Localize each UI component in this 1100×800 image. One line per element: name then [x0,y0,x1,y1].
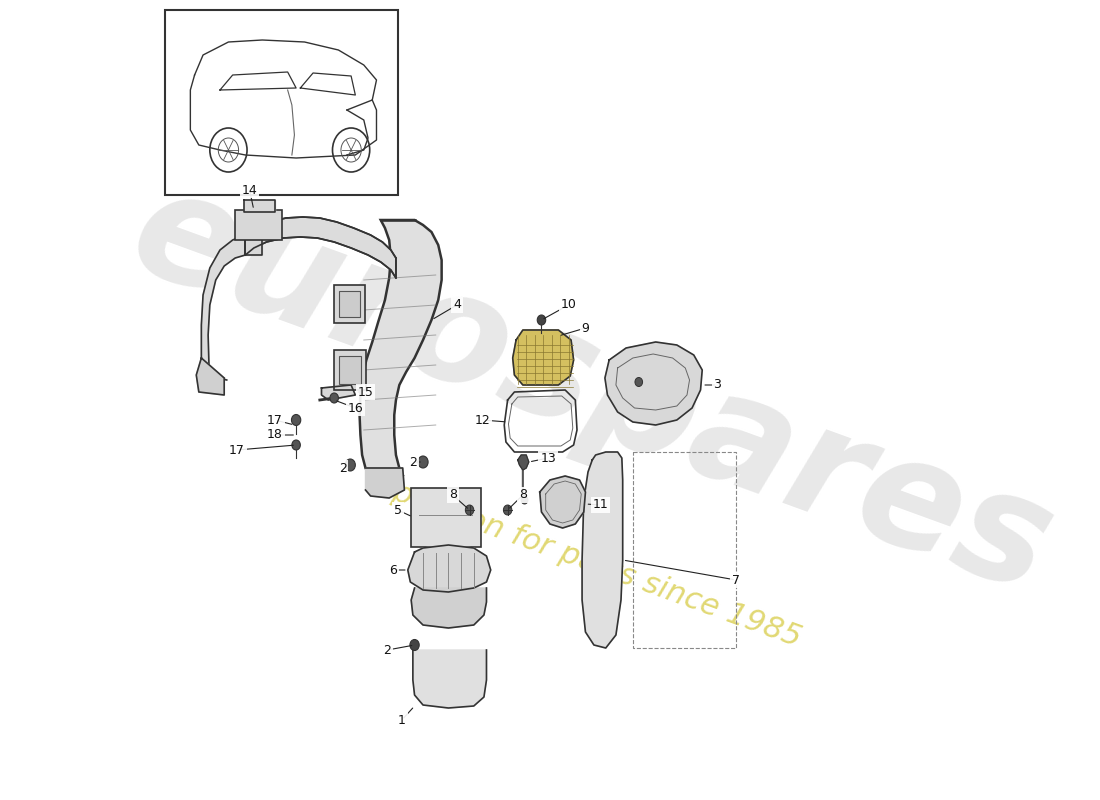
Circle shape [635,378,642,386]
Text: 17: 17 [229,443,245,457]
Text: 16: 16 [348,402,363,414]
Text: 14: 14 [242,183,257,197]
Polygon shape [605,342,702,425]
Bar [339,291,360,317]
Polygon shape [244,200,275,212]
Circle shape [292,440,300,450]
Text: a passion for parts since 1985: a passion for parts since 1985 [362,467,805,653]
Text: 8: 8 [519,489,527,502]
Circle shape [537,315,546,325]
Text: 11: 11 [593,498,608,511]
Bar [334,285,364,323]
Text: 6: 6 [389,563,397,577]
Text: 5: 5 [394,503,402,517]
Circle shape [292,414,300,426]
Polygon shape [540,476,585,528]
Text: 1: 1 [398,714,406,726]
Text: 2: 2 [339,462,346,474]
Text: 2: 2 [409,455,417,469]
Circle shape [504,505,512,515]
Polygon shape [245,217,396,278]
Text: 9: 9 [582,322,590,334]
Circle shape [418,456,428,468]
Text: 2: 2 [384,643,392,657]
Text: 13: 13 [540,451,557,465]
Text: 17: 17 [267,414,283,426]
Bar [334,350,366,390]
Circle shape [345,459,355,471]
Text: 12: 12 [474,414,491,426]
Bar [165,10,397,195]
Circle shape [465,505,474,515]
Polygon shape [360,220,441,478]
Polygon shape [582,452,623,648]
Text: 15: 15 [358,386,373,398]
Polygon shape [365,468,405,498]
Circle shape [521,496,528,504]
Circle shape [410,639,419,650]
Bar [339,356,361,384]
Polygon shape [412,650,486,708]
Polygon shape [321,385,355,400]
Polygon shape [518,455,529,470]
Text: 18: 18 [267,429,283,442]
Polygon shape [196,358,224,395]
Text: 10: 10 [561,298,576,311]
Text: 3: 3 [714,378,722,391]
Polygon shape [408,545,491,592]
Text: 8: 8 [449,489,456,502]
Polygon shape [245,235,262,255]
Text: eurospares: eurospares [113,154,1071,626]
Circle shape [330,393,339,403]
Text: 4: 4 [453,298,461,311]
Text: 7: 7 [733,574,740,586]
Bar [235,210,282,240]
Polygon shape [513,330,573,385]
Polygon shape [201,235,245,380]
Polygon shape [411,588,486,628]
FancyBboxPatch shape [411,488,481,547]
